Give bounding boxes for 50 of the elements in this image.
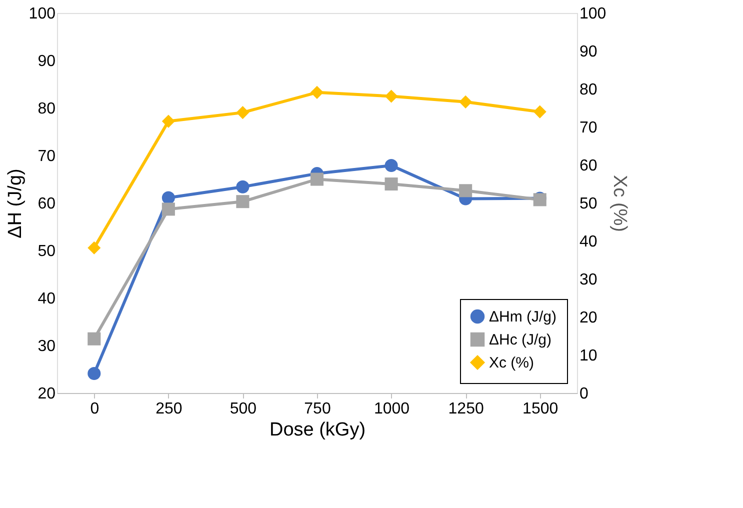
y-tick-label: 90 <box>38 53 56 70</box>
point <box>236 180 250 194</box>
y2-tick-label: 10 <box>580 348 598 364</box>
legend-label: ΔHc (J/g) <box>489 332 552 348</box>
point <box>236 106 250 120</box>
y2-tick-label: 50 <box>580 196 598 212</box>
point <box>310 86 324 99</box>
y-tick-label: 20 <box>38 386 56 402</box>
y2-tick-label: 80 <box>580 82 598 98</box>
y-tick-label: 40 <box>38 290 56 308</box>
y2-tick-label: 20 <box>580 310 598 326</box>
x-tick-label: 250 <box>156 400 182 418</box>
x-tick-label: 1250 <box>448 400 484 418</box>
point <box>162 202 175 216</box>
y-tick-label: 100 <box>28 6 56 22</box>
y2-tick-label: 90 <box>580 44 598 60</box>
legend-label: ΔHm (J/g) <box>489 308 557 326</box>
legend-label: Xc (%) <box>489 354 534 372</box>
y-tick-label: 30 <box>38 338 56 355</box>
y2-tick-label: 60 <box>580 158 598 174</box>
point <box>459 184 472 198</box>
point <box>310 172 324 186</box>
y2-tick-label: 70 <box>580 120 598 136</box>
x-axis-title: Dose (kGy) <box>269 420 366 440</box>
y2-tick-label: 0 <box>580 386 588 402</box>
point <box>533 105 546 118</box>
point <box>459 95 472 108</box>
point <box>88 332 101 346</box>
point <box>88 241 101 254</box>
y2-tick-label: 40 <box>580 234 598 250</box>
y2-axis-title: Xc (%) <box>609 175 630 232</box>
y2-tick-label: 100 <box>580 6 606 22</box>
y-axis-title: ΔH (J/g) <box>4 168 26 238</box>
x-tick-label: 750 <box>304 400 331 418</box>
x-tick-label: 0 <box>90 400 100 418</box>
x-tick-label: 1000 <box>374 400 410 418</box>
point <box>384 158 398 172</box>
y2-tick-label: 30 <box>580 272 598 288</box>
x-tick-label: 500 <box>230 400 257 418</box>
y-tick-label: 60 <box>38 196 56 212</box>
y-tick-label: 80 <box>38 100 56 118</box>
y-tick-label: 70 <box>38 148 56 165</box>
point <box>236 195 250 208</box>
point <box>384 90 398 103</box>
y-tick-label: 50 <box>38 243 56 260</box>
point <box>162 191 175 204</box>
x-tick-label: 1500 <box>522 400 558 418</box>
point <box>162 114 175 128</box>
point <box>88 367 101 380</box>
point <box>384 177 398 191</box>
